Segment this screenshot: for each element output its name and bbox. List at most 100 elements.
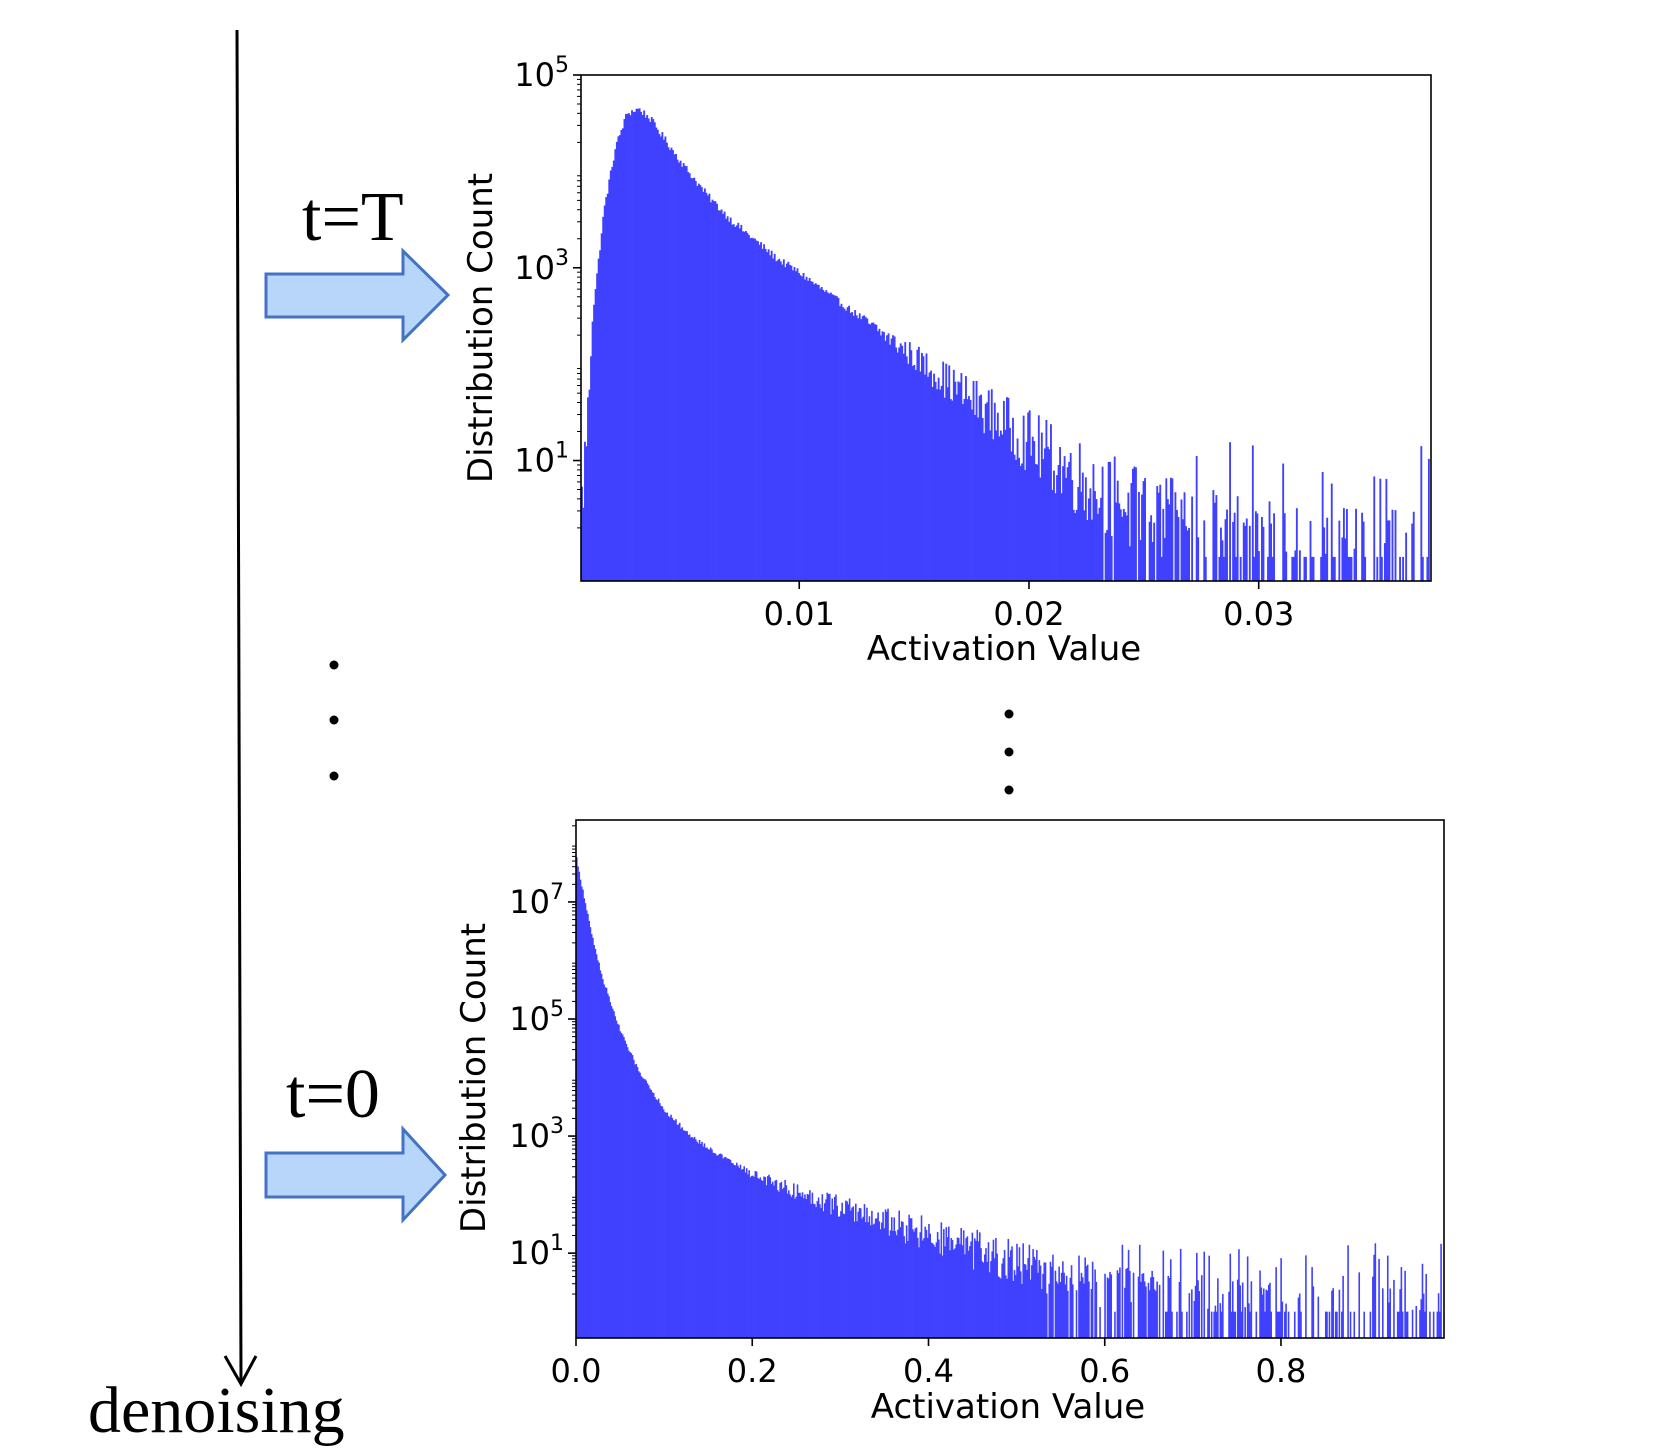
histogram-bar — [938, 1239, 940, 1338]
histogram-bar — [958, 382, 961, 581]
histogram-bar — [702, 191, 705, 581]
histogram-bar — [876, 331, 879, 581]
histogram-bar — [780, 1181, 783, 1338]
histogram-bar — [1091, 1261, 1094, 1338]
histogram-bar — [1212, 490, 1215, 581]
histogram-bar — [1074, 513, 1077, 581]
histogram-bar — [957, 1237, 960, 1338]
histogram-bar — [931, 386, 934, 581]
histogram-bar — [811, 1192, 814, 1338]
histogram-bar — [649, 121, 652, 581]
histogram-bar — [1063, 1272, 1065, 1338]
histogram-bar — [1242, 522, 1245, 581]
histogram-bar — [1347, 556, 1350, 581]
histogram-bar — [1391, 509, 1394, 581]
histogram-bar — [978, 395, 981, 581]
histogram-bar — [610, 1006, 613, 1338]
histogram-bar — [1052, 1254, 1054, 1338]
histogram-bar — [868, 1216, 871, 1338]
histogram-bar — [582, 507, 585, 581]
histogram-bar — [1034, 464, 1037, 581]
histogram-bar — [965, 1238, 967, 1338]
histogram-bar — [1141, 494, 1143, 581]
histogram-bar — [907, 363, 910, 581]
histogram-bar — [964, 1254, 966, 1338]
histogram-bar — [1215, 1311, 1218, 1338]
histogram-bar — [1063, 456, 1066, 581]
histogram-bar — [1042, 1273, 1044, 1338]
histogram-bar — [1144, 478, 1146, 581]
histogram-bar — [1087, 498, 1090, 581]
histogram-bar — [1214, 1305, 1217, 1338]
histogram-bar — [1039, 1265, 1042, 1338]
histogram-bar — [845, 310, 847, 581]
histogram-bar — [1218, 556, 1221, 581]
histogram-bar — [1125, 515, 1128, 581]
histogram-bar — [752, 238, 755, 581]
histogram-bar — [702, 1146, 705, 1338]
histogram-bar — [628, 113, 630, 581]
histogram-bar — [646, 115, 649, 581]
histogram-bar — [908, 342, 911, 581]
histogram-bar — [933, 1244, 935, 1338]
histogram-bar — [1388, 520, 1391, 581]
histogram-bar — [1039, 477, 1042, 581]
histogram-bar — [1364, 556, 1367, 581]
histogram-bar — [1239, 556, 1242, 581]
histogram-bar — [1261, 516, 1263, 581]
histogram-bar — [1137, 1276, 1140, 1338]
histogram-bar — [1294, 550, 1297, 581]
histogram-bar — [737, 1165, 739, 1338]
histogram-bar — [1071, 480, 1074, 581]
histogram-bar — [1276, 1311, 1279, 1338]
histogram-bar — [1023, 1264, 1026, 1338]
histogram-bar — [1083, 1283, 1085, 1338]
histogram-bar — [681, 1127, 683, 1338]
histogram-bar — [1024, 469, 1027, 581]
histogram-bar — [751, 237, 753, 581]
x-tick-label: 0.03 — [1223, 595, 1294, 633]
histogram-bar — [1193, 1300, 1196, 1338]
histogram-bar — [1405, 1311, 1408, 1338]
histogram-bar — [1424, 1311, 1426, 1338]
histogram-bar — [785, 263, 788, 581]
histogram-bar — [852, 1206, 855, 1338]
histogram-bar — [661, 132, 664, 581]
histogram-bar — [919, 1232, 922, 1338]
histogram-bar — [1068, 461, 1071, 581]
histogram-bar — [750, 1175, 753, 1338]
histogram-bar — [752, 1175, 754, 1338]
histogram-bar — [699, 185, 702, 581]
histogram-bar — [1326, 1311, 1328, 1338]
histogram-bar — [735, 225, 738, 581]
histogram-bar — [936, 389, 939, 581]
histogram-bar — [1207, 1308, 1209, 1338]
histogram-bar — [641, 114, 644, 581]
histogram-bar — [1226, 509, 1228, 581]
histogram-bar — [972, 1269, 975, 1338]
histogram-bar — [765, 1185, 768, 1338]
y-tick-label: 103 — [514, 246, 569, 287]
histogram-bar — [881, 1222, 883, 1338]
histogram-bar — [997, 1276, 1000, 1338]
histogram-bar — [716, 203, 718, 581]
histogram-bar — [934, 381, 937, 581]
histogram-bar — [635, 1064, 638, 1338]
histogram-bar — [1224, 519, 1227, 581]
histogram-bar — [881, 331, 884, 581]
histogram-bar — [1169, 1259, 1172, 1338]
histogram-bar — [1203, 520, 1206, 581]
histogram-bar — [851, 1207, 853, 1338]
histogram-bar — [805, 1198, 807, 1338]
histogram-bar — [1142, 481, 1145, 581]
histogram-bar — [678, 162, 681, 581]
histogram-bar — [1028, 1244, 1031, 1338]
histogram-bar — [659, 136, 662, 581]
histogram-bar — [1139, 540, 1142, 581]
histogram-bar — [1036, 464, 1039, 581]
histogram-bar — [1157, 492, 1160, 581]
histogram-bar — [802, 272, 805, 581]
histogram-bar — [1369, 1311, 1372, 1338]
histogram-bar — [1260, 1287, 1263, 1338]
histogram-bar — [645, 1080, 648, 1338]
